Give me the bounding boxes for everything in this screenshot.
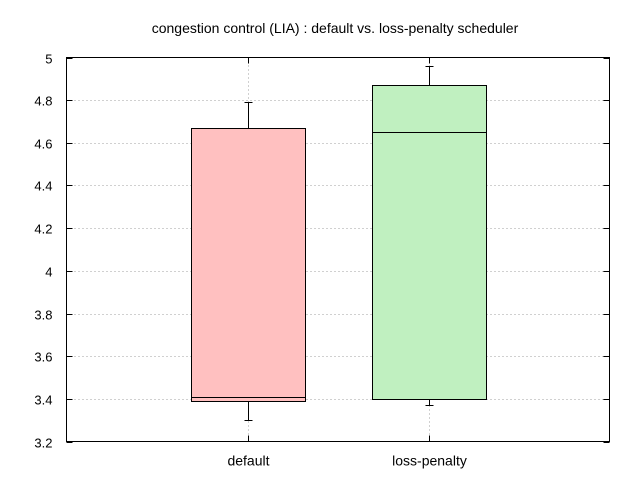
y-tick-label: 4.8 [34, 94, 52, 109]
y-tick-label: 4.4 [34, 179, 52, 194]
y-tick-label: 3.4 [34, 393, 52, 408]
chart-title: congestion control (LIA) : default vs. l… [152, 20, 519, 36]
y-tick-label: 4.2 [34, 222, 52, 237]
x-category-label: loss-penalty [392, 453, 467, 469]
box-body [372, 85, 487, 400]
x-category-label: default [227, 453, 269, 469]
axis-ticks [66, 57, 610, 443]
plot-frame [66, 57, 610, 442]
y-tick-label: 4.6 [34, 137, 52, 152]
y-tick-label: 5 [45, 52, 52, 67]
y-tick-label: 3.8 [34, 308, 52, 323]
y-tick-label: 4 [45, 265, 52, 280]
grid-lines [66, 57, 610, 442]
axis-labels: 3.2 3.4 3.6 3.8 4 4.2 4.4 4.6 4.8 5 default loss-pe… [34, 52, 466, 469]
box-default [191, 102, 306, 421]
box-plot-series [191, 66, 487, 421]
box-loss-penalty [372, 66, 487, 406]
y-tick-label: 3.6 [34, 350, 52, 365]
y-tick-label: 3.2 [34, 436, 52, 451]
box-body [191, 128, 306, 402]
